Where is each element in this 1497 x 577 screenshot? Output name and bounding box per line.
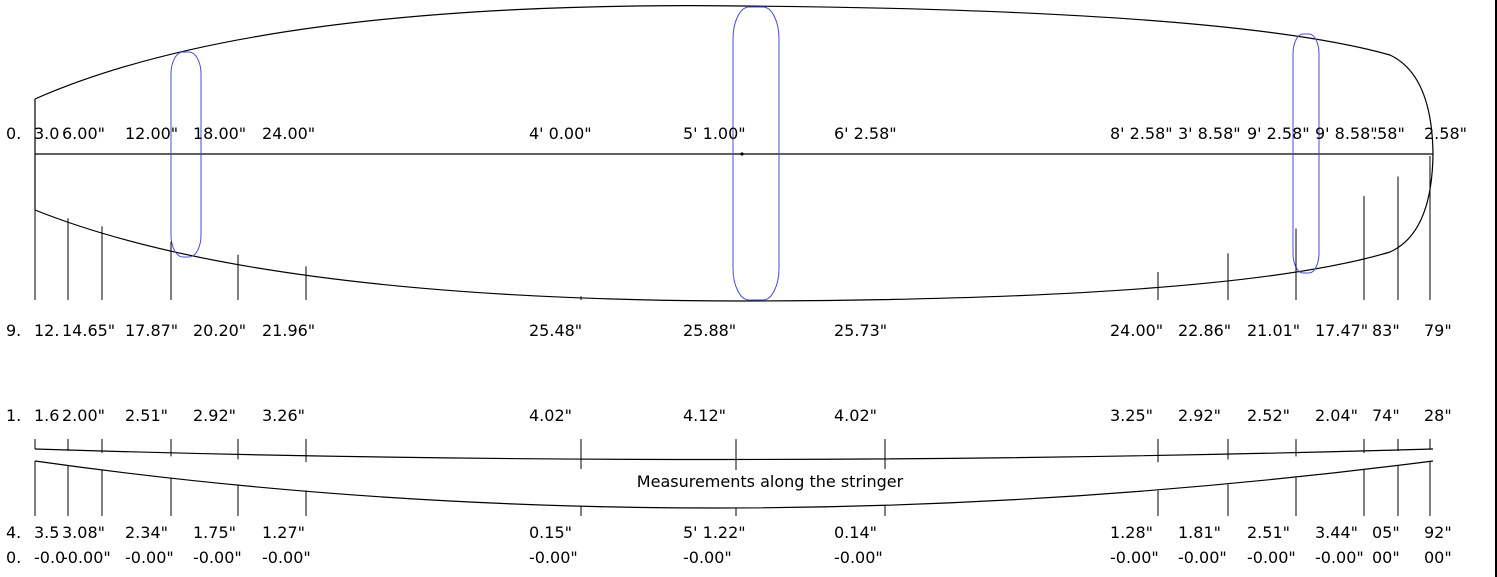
width-label-5: 21.96" [262,321,315,340]
rocker-label-6: 0.15" [529,523,572,542]
offset-labels: 0. -0.0-0.00" -0.00" -0.00" -0.00" -0.00" -0.0… [6,548,1452,567]
rocker-label-3: 2.34" [125,523,168,542]
cross-section-station-middle [732,6,780,301]
thickness-label-8: 4.02" [834,406,877,425]
thickness-label-13: 74" [1372,406,1400,425]
thickness-label-9: 3.25" [1110,406,1153,425]
position-label-4: 18.00" [193,124,246,143]
position-label-11: 9' 2.58" [1247,124,1310,143]
position-label-7: 5' 1.00" [683,124,746,143]
rocker-labels: 4. 3.5 3.08" 2.34" 1.75" 1.27" 0.15" 5' 1.22" 0.… [6,523,1452,542]
thickness-label-0: 1. [6,406,21,425]
width-label-3: 17.87" [125,321,178,340]
thickness-label-1: 1.6 [34,406,59,425]
rocker-label-9: 1.28" [1110,523,1153,542]
profile-bottom-line [34,460,1434,509]
rocker-label-4: 1.75" [193,523,236,542]
width-label-1: 12. [34,321,59,340]
rocker-label-5: 1.27" [262,523,305,542]
position-label-3: 12.00" [125,124,178,143]
position-label-2: 6.00" [62,124,105,143]
thickness-label-6: 4.02" [529,406,572,425]
position-labels: 0. 3.0 6.00" 12.00" 18.00" 24.00" 4' 0.00" 5' 1… [6,124,1467,143]
offset-label-11: -0.00" [1247,548,1296,567]
offset-label-1: -0.0 [34,548,65,567]
width-label-10: 22.86" [1178,321,1231,340]
position-label-14: 2.58" [1424,124,1467,143]
width-label-9: 24.00" [1110,321,1163,340]
center-point [740,152,744,156]
width-labels: 9. 12. 14.65" 17.87" 20.20" 21.96" 25.48" 25.88… [6,321,1452,340]
offset-label-8: -0.00" [834,548,883,567]
rocker-label-12: 3.44" [1315,523,1358,542]
rocker-label-2: 3.08" [62,523,105,542]
offset-label-14: 00" [1424,548,1452,567]
offset-label-2: -0.00" [62,548,111,567]
offset-label-13: 00" [1372,548,1400,567]
position-label-1: 3.0 [34,124,59,143]
profile-deck-line [34,448,1434,461]
rocker-label-11: 2.51" [1247,523,1290,542]
position-label-13: .58" [1372,124,1405,143]
stringer-caption: Measurements along the stringer [637,472,904,491]
width-label-0: 9. [6,321,21,340]
side-profile: Measurements along the stringer [34,439,1434,516]
position-label-6: 4' 0.00" [529,124,592,143]
profile-measurement-ticks [34,439,1431,516]
position-label-5: 24.00" [262,124,315,143]
offset-label-4: -0.00" [193,548,242,567]
position-label-10: 3' 8.58" [1178,124,1241,143]
rocker-label-13: 05" [1372,523,1400,542]
thickness-label-10: 2.92" [1178,406,1221,425]
thickness-labels: 1. 1.6 2.00" 2.51" 2.92" 3.26" 4.02" 4.12" 4.02"… [6,406,1452,425]
offset-label-9: -0.00" [1110,548,1159,567]
offset-label-3: -0.00" [125,548,174,567]
width-label-4: 20.20" [193,321,246,340]
offset-label-10: -0.00" [1178,548,1227,567]
thickness-label-4: 2.92" [193,406,236,425]
thickness-label-11: 2.52" [1247,406,1290,425]
rocker-label-1: 3.5 [34,523,59,542]
rocker-label-14: 92" [1424,523,1452,542]
thickness-label-5: 3.26" [262,406,305,425]
width-label-13: 83" [1372,321,1400,340]
width-label-8: 25.73" [834,321,887,340]
offset-label-7: -0.00" [683,548,732,567]
plan-view [34,5,1434,302]
board-outline-bottom [34,153,1434,302]
offset-label-12: -0.00" [1315,548,1364,567]
thickness-label-2: 2.00" [62,406,105,425]
rocker-label-10: 1.81" [1178,523,1221,542]
width-label-14: 79" [1424,321,1452,340]
width-label-12: 17.47" [1315,321,1368,340]
cross-section-station-nose [1292,33,1320,274]
position-label-12: 9' 8.58" [1315,124,1378,143]
position-label-8: 6' 2.58" [834,124,897,143]
width-label-7: 25.88" [683,321,736,340]
width-label-6: 25.48" [529,321,582,340]
cross-section-station-tail [170,51,202,258]
thickness-label-7: 4.12" [683,406,726,425]
offset-label-6: -0.00" [529,548,578,567]
offset-label-5: -0.00" [262,548,311,567]
width-label-11: 21.01" [1247,321,1300,340]
position-label-9: 8' 2.58" [1110,124,1173,143]
thickness-label-12: 2.04" [1315,406,1358,425]
width-label-2: 14.65" [62,321,115,340]
position-label-0: 0. [6,124,21,143]
width-measurement-ticks [34,156,1431,300]
rocker-label-0: 4. [6,523,21,542]
offset-label-0: 0. [6,548,21,567]
rocker-label-7: 5' 1.22" [683,523,746,542]
board-outline-top [34,5,1434,155]
thickness-label-14: 28" [1424,406,1452,425]
thickness-label-3: 2.51" [125,406,168,425]
rocker-label-8: 0.14" [834,523,877,542]
